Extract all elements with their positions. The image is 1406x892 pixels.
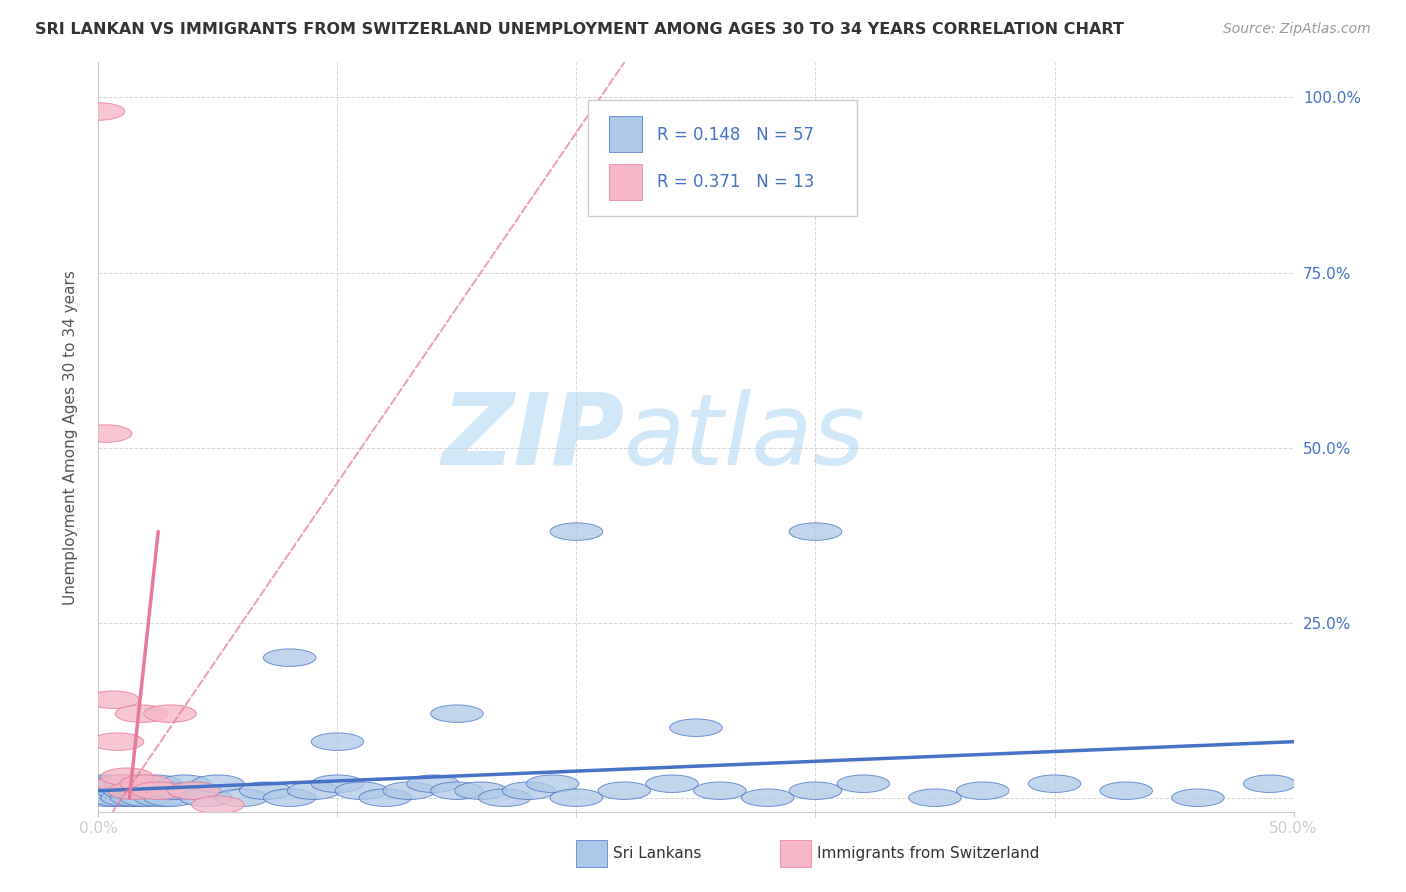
Text: R = 0.371   N = 13: R = 0.371 N = 13: [657, 173, 814, 191]
Text: ZIP: ZIP: [441, 389, 624, 485]
FancyBboxPatch shape: [609, 116, 643, 153]
Y-axis label: Unemployment Among Ages 30 to 34 years: Unemployment Among Ages 30 to 34 years: [63, 269, 77, 605]
Text: SRI LANKAN VS IMMIGRANTS FROM SWITZERLAND UNEMPLOYMENT AMONG AGES 30 TO 34 YEARS: SRI LANKAN VS IMMIGRANTS FROM SWITZERLAN…: [35, 22, 1123, 37]
FancyBboxPatch shape: [609, 163, 643, 200]
Text: atlas: atlas: [624, 389, 866, 485]
Text: R = 0.148   N = 57: R = 0.148 N = 57: [657, 126, 814, 145]
Text: Sri Lankans: Sri Lankans: [613, 847, 702, 861]
FancyBboxPatch shape: [589, 100, 858, 216]
Text: Source: ZipAtlas.com: Source: ZipAtlas.com: [1223, 22, 1371, 37]
Text: Immigrants from Switzerland: Immigrants from Switzerland: [817, 847, 1039, 861]
